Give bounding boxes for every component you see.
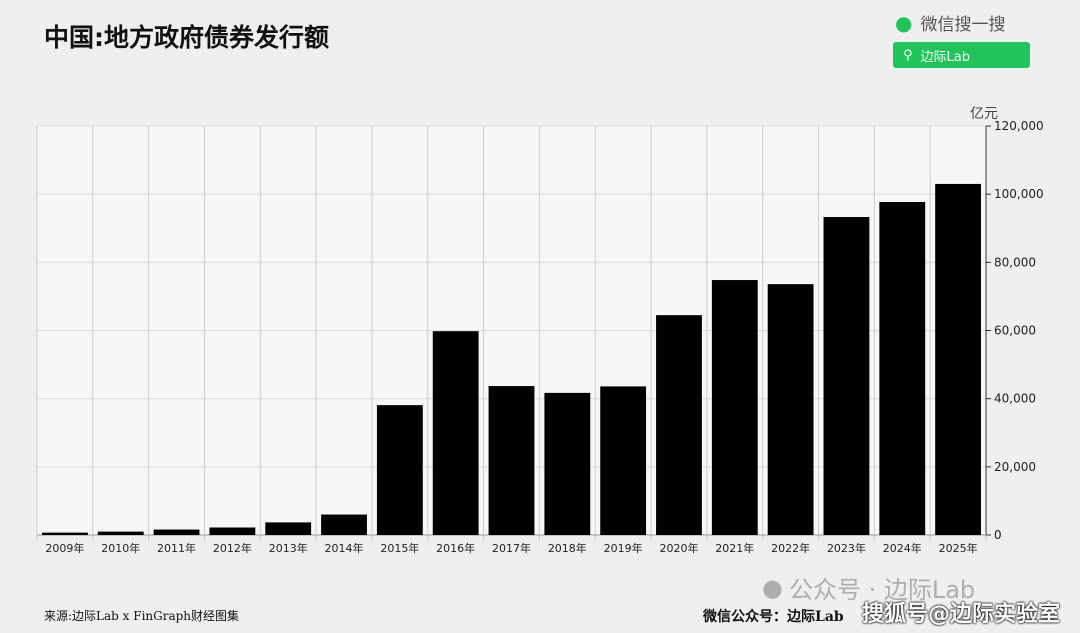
bar [321,514,367,535]
mp-watermark-text: 公众号 · 边际Lab [788,576,976,604]
y-tick-label: 40,000 [994,392,1036,406]
bar [97,531,144,535]
chart-title: 中国:地方政府债券发行额 [44,23,329,52]
x-tick-label: 2025年 [939,541,978,555]
wechat-search-label: 微信搜一搜 [920,15,1006,35]
bar [42,532,88,535]
sohu-watermark: 搜狐号@边际实验室 [862,602,1061,627]
bar [879,202,926,535]
x-tick-label: 2020年 [659,541,698,555]
bar [153,529,200,535]
x-tick-label: 2022年 [771,541,810,555]
bar [544,392,591,535]
x-tick-label: 2021年 [715,541,754,555]
y-axis-label: 亿元 [970,106,998,122]
wechat-search-button[interactable]: ⚲ 边际Lab [893,42,1030,68]
x-tick-label: 2011年 [157,541,196,555]
x-tick-label: 2023年 [827,541,866,555]
bar [432,331,479,535]
bar [209,527,256,535]
wechat-search-button-label: 边际Lab [920,49,970,65]
bar [488,386,535,535]
x-tick-label: 2018年 [548,541,587,555]
x-tick-label: 2024年 [883,541,922,555]
x-tick-label: 2012年 [213,541,252,555]
y-tick-label: 120,000 [994,119,1044,133]
y-tick-label: 100,000 [994,187,1044,201]
bar [823,217,870,535]
search-icon: ⚲ [903,47,913,63]
x-tick-label: 2017年 [492,541,531,555]
y-tick-label: 80,000 [994,255,1036,269]
bar [376,405,423,535]
wechat-account-note: 微信公众号：边际Lab [703,609,844,625]
bar [935,183,981,536]
bar [767,284,814,535]
mp-watermark: ● 公众号 · 边际Lab [762,570,975,605]
x-tick-label: 2009年 [45,541,84,555]
y-tick-label: 20,000 [994,460,1036,474]
x-tick-label: 2016年 [436,541,475,555]
wechat-icon: ● [895,10,913,35]
bar [265,522,312,535]
y-tick-label: 60,000 [994,324,1036,338]
x-tick-label: 2014年 [325,541,364,555]
y-tick-label: 0 [994,528,1002,542]
x-tick-label: 2019年 [604,541,643,555]
bar [600,386,647,535]
wechat-search[interactable]: ● 微信搜一搜 [895,10,1006,36]
bar [656,315,702,535]
x-tick-label: 2013年 [269,541,308,555]
x-tick-label: 2015年 [380,541,419,555]
bar [711,280,758,535]
x-tick-label: 2010年 [101,541,140,555]
source-note: 来源:边际Lab x FinGraph财经图集 [44,609,240,623]
wechat-icon: ● [762,573,783,602]
